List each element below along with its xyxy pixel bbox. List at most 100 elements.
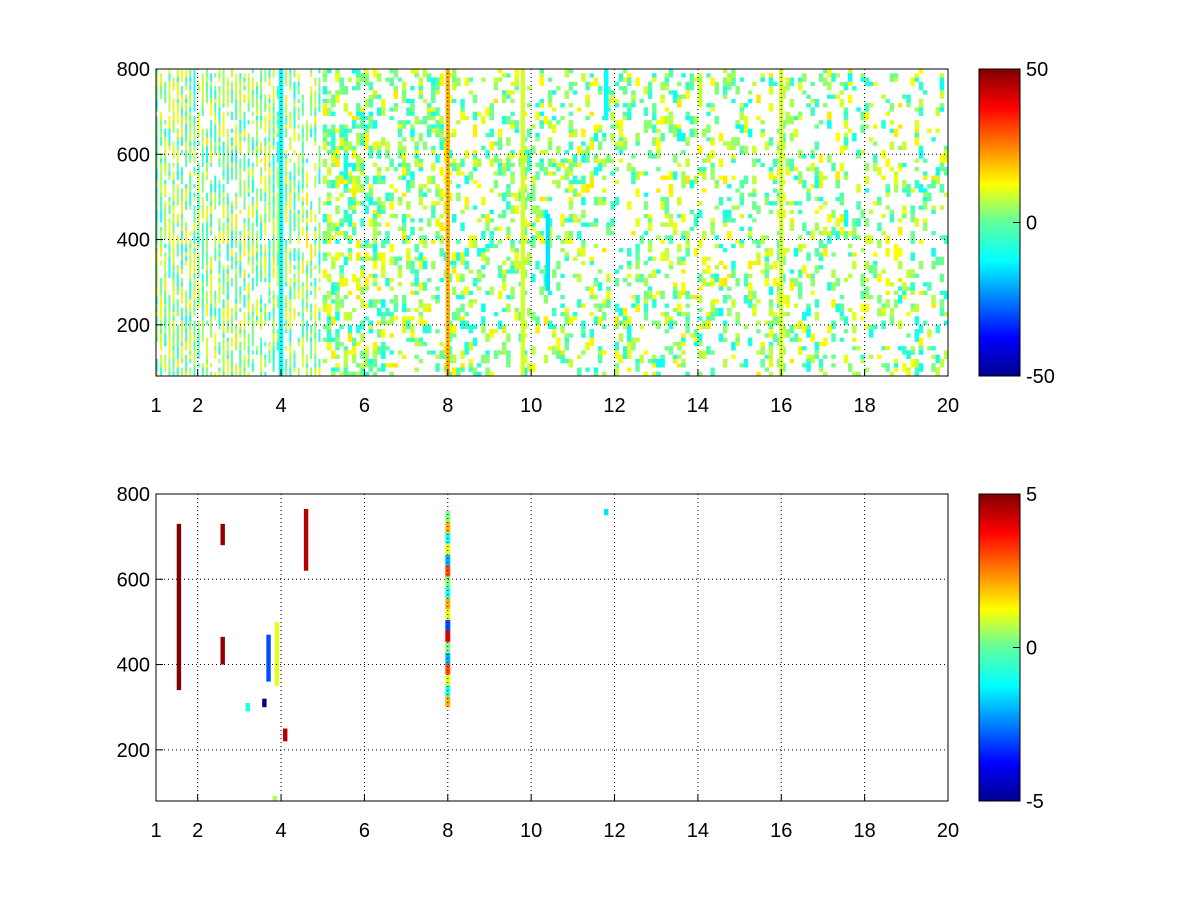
- heatmap-cell: [285, 73, 288, 78]
- heatmap-cell: [422, 235, 428, 240]
- heatmap-cell: [881, 94, 886, 99]
- heatmap-cell: [481, 273, 486, 278]
- heatmap-cell: [301, 252, 304, 261]
- heatmap-cell: [706, 316, 711, 325]
- heatmap-cell: [185, 205, 188, 210]
- heatmap-cell: [772, 81, 778, 87]
- heatmap-cell: [522, 175, 528, 180]
- heatmap-cell: [351, 371, 357, 376]
- heatmap-cell: [493, 329, 499, 334]
- heatmap-cell: [226, 150, 229, 163]
- top-x-tick-labels: 1 2 4 6 8 10 12 14 16 18 20: [150, 395, 959, 417]
- heatmap-cell: [206, 252, 208, 266]
- heatmap-cell: [364, 277, 369, 287]
- heatmap-cell: [401, 94, 407, 104]
- heatmap-cell: [289, 205, 292, 210]
- heatmap-cell: [697, 209, 703, 219]
- heatmap-cell: [927, 184, 932, 189]
- heatmap-cell: [385, 235, 390, 244]
- heatmap-cell: [918, 98, 924, 108]
- heatmap-cell: [251, 162, 254, 168]
- heatmap-cell: [643, 128, 649, 133]
- heatmap-cell: [235, 260, 238, 266]
- heatmap-cell: [697, 73, 703, 82]
- heatmap-cell: [164, 184, 167, 197]
- heatmap-cell: [581, 141, 586, 146]
- heatmap-cell: [297, 98, 300, 104]
- heatmap-cell: [797, 346, 803, 355]
- heatmap-cell: [372, 201, 378, 206]
- heatmap-cell: [860, 290, 865, 300]
- heatmap-cell: [668, 188, 674, 197]
- heatmap-cell: [710, 303, 715, 313]
- heatmap-cell: [797, 111, 803, 121]
- heatmap-cell: [522, 154, 528, 163]
- heatmap-cell: [647, 90, 653, 99]
- heatmap-cell: [697, 90, 703, 99]
- heatmap-cell: [439, 73, 444, 82]
- heatmap-cell: [306, 192, 308, 206]
- heatmap-cell: [618, 86, 624, 91]
- heatmap-cell: [897, 145, 903, 151]
- heatmap-cell: [760, 358, 765, 368]
- heatmap-cell: [476, 248, 482, 257]
- heatmap-cell: [481, 354, 486, 364]
- heatmap-cell: [493, 98, 499, 104]
- heatmap-cell: [356, 294, 361, 300]
- heatmap-cell: [797, 324, 803, 330]
- heatmap-cell: [893, 290, 899, 295]
- heatmap-cell: [768, 320, 774, 325]
- heatmap-cell: [201, 367, 204, 376]
- heatmap-cell: [643, 120, 649, 129]
- heatmap-band: [603, 69, 609, 121]
- heatmap-cell: [568, 218, 574, 223]
- heatmap-cell: [927, 329, 932, 338]
- heatmap-cell: [193, 312, 196, 317]
- heatmap-cell: [843, 132, 849, 142]
- heatmap-cell: [414, 154, 419, 163]
- heatmap-cell: [539, 124, 544, 129]
- heatmap-cell: [447, 94, 453, 104]
- heatmap-cell: [343, 363, 349, 368]
- heatmap-cell: [314, 218, 317, 223]
- heatmap-cell: [889, 213, 895, 223]
- heatmap-cell: [697, 350, 703, 359]
- heatmap-cell: [539, 162, 544, 172]
- heatmap-cell: [922, 282, 928, 287]
- heatmap-cell: [243, 269, 246, 283]
- heatmap-cell: [297, 192, 300, 202]
- heatmap-cell: [372, 235, 378, 244]
- heatmap-cell: [222, 132, 225, 138]
- heatmap-cell: [364, 354, 369, 364]
- heatmap-cell: [222, 171, 225, 176]
- heatmap-cell: [368, 256, 374, 261]
- heatmap-cell: [756, 320, 761, 325]
- heatmap-cell: [314, 371, 317, 376]
- heatmap-cell: [368, 329, 374, 334]
- heatmap-cell: [260, 243, 263, 249]
- heatmap-cell: [247, 120, 250, 125]
- heatmap-band-segment: [445, 630, 451, 642]
- heatmap-cell: [843, 329, 849, 334]
- heatmap-cell: [627, 350, 632, 359]
- heatmap-cell: [768, 77, 774, 87]
- heatmap-cell: [251, 333, 254, 347]
- heatmap-cell: [239, 307, 242, 313]
- heatmap-cell: [914, 333, 920, 342]
- heatmap-cell: [218, 107, 221, 121]
- heatmap-cell: [393, 363, 399, 368]
- heatmap-cell: [451, 367, 457, 376]
- heatmap-cell: [789, 218, 795, 223]
- heatmap-cell: [272, 132, 275, 138]
- heatmap-cell: [685, 231, 690, 240]
- heatmap-cell: [539, 103, 544, 108]
- heatmap-cell: [752, 145, 757, 155]
- heatmap-cell: [802, 346, 807, 351]
- heatmap-cell: [168, 128, 171, 138]
- heatmap-cell: [606, 286, 611, 291]
- heatmap-cell: [201, 333, 204, 342]
- heatmap-cell: [381, 329, 386, 338]
- heatmap-cell: [422, 324, 428, 334]
- heatmap-cell: [239, 98, 242, 112]
- heatmap-cell: [560, 162, 565, 168]
